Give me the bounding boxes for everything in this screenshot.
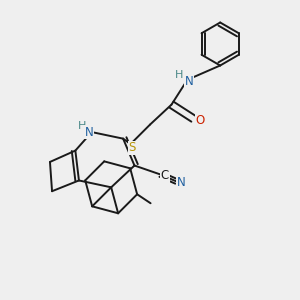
Text: H: H [78, 121, 86, 130]
Text: N: N [184, 75, 193, 88]
Text: S: S [128, 141, 136, 154]
Text: N: N [177, 176, 186, 189]
Text: C: C [161, 169, 169, 182]
Text: N: N [85, 126, 94, 139]
Text: H: H [175, 70, 183, 80]
Text: O: O [195, 114, 205, 127]
